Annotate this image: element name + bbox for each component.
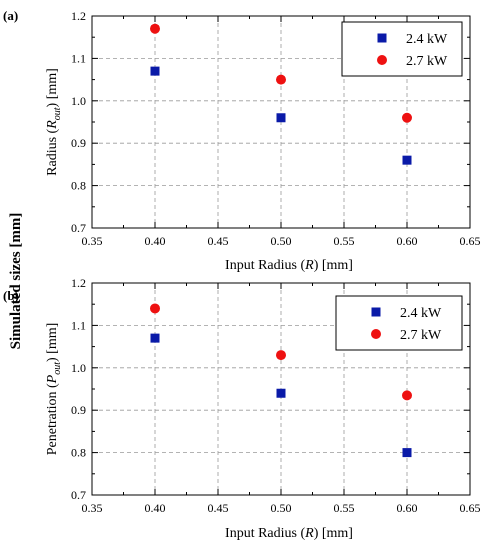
chart-panel-b: 0.35 0.40 0.45 0.50 0.55 0.60 0.65 0.7 0.8 0.9 1.0… <box>3 276 481 541</box>
y-axis-label: Penetration (Pout) [mm] <box>45 323 63 456</box>
x-tick-label: 0.40 <box>145 234 166 248</box>
panel-label: (a) <box>3 8 18 23</box>
x-tick-label: 0.60 <box>397 501 418 515</box>
y-tick-label: 0.9 <box>71 136 86 150</box>
x-tick-label: 0.55 <box>334 234 355 248</box>
y-axis-label: Radius (Rout) [mm] <box>45 68 63 176</box>
x-tick-label: 0.60 <box>397 234 418 248</box>
x-tick-label: 0.65 <box>460 501 481 515</box>
data-point-square <box>150 333 160 343</box>
x-tick-label: 0.35 <box>82 234 103 248</box>
data-point-circle <box>276 350 286 361</box>
y-tick-label: 1.1 <box>71 51 86 65</box>
chart-panel-a: 0.35 0.40 0.45 0.50 0.55 0.60 0.65 0.7 0.8 0.9 1.0… <box>3 8 481 273</box>
x-tick-label: 0.50 <box>271 501 292 515</box>
legend-marker-square <box>377 33 387 43</box>
y-tick-label: 0.9 <box>71 403 86 417</box>
data-point-square <box>276 388 286 398</box>
legend-marker-circle <box>377 55 387 65</box>
data-point-circle <box>150 303 160 314</box>
legend-marker-square <box>371 307 381 317</box>
data-point-square <box>402 155 412 165</box>
x-tick-label: 0.45 <box>208 234 229 248</box>
data-point-circle <box>402 390 412 401</box>
super-ylabel: Simulated sizes [mm] <box>8 213 24 350</box>
y-tick-label: 0.8 <box>71 446 86 460</box>
x-tick-label: 0.65 <box>460 234 481 248</box>
panel-label: (b) <box>3 288 19 303</box>
y-tick-label: 0.8 <box>71 179 86 193</box>
y-tick-label: 0.7 <box>71 488 86 502</box>
x-tick-label: 0.55 <box>334 501 355 515</box>
data-point-circle <box>150 23 160 34</box>
y-tick-label: 1.2 <box>71 9 86 23</box>
data-point-square <box>276 113 286 123</box>
y-tick-label: 0.7 <box>71 221 86 235</box>
legend: 2.4 kW 2.7 kW <box>341 21 463 77</box>
legend-entry-label: 2.7 kW <box>400 328 442 343</box>
legend-entry-label: 2.7 kW <box>406 54 448 69</box>
x-axis-label: Input Radius (R) [mm] <box>225 258 353 273</box>
x-axis-label: Input Radius (R) [mm] <box>225 526 353 541</box>
y-tick-label: 1.0 <box>71 361 86 375</box>
x-tick-label: 0.50 <box>271 234 292 248</box>
data-point-square <box>402 448 412 458</box>
y-tick-label: 1.2 <box>71 276 86 290</box>
legend-box <box>335 295 463 351</box>
legend-box <box>341 21 463 77</box>
x-tick-label: 0.40 <box>145 501 166 515</box>
data-point-square <box>150 66 160 76</box>
legend-marker-circle <box>371 329 381 339</box>
legend: 2.4 kW 2.7 kW <box>335 295 463 351</box>
y-tick-label: 1.0 <box>71 94 86 108</box>
y-tick-label: 1.1 <box>71 318 86 332</box>
x-tick-label: 0.45 <box>208 501 229 515</box>
data-point-circle <box>402 112 412 123</box>
legend-entry-label: 2.4 kW <box>406 32 448 47</box>
legend-entry-label: 2.4 kW <box>400 306 442 321</box>
x-tick-label: 0.35 <box>82 501 103 515</box>
data-point-circle <box>276 74 286 85</box>
